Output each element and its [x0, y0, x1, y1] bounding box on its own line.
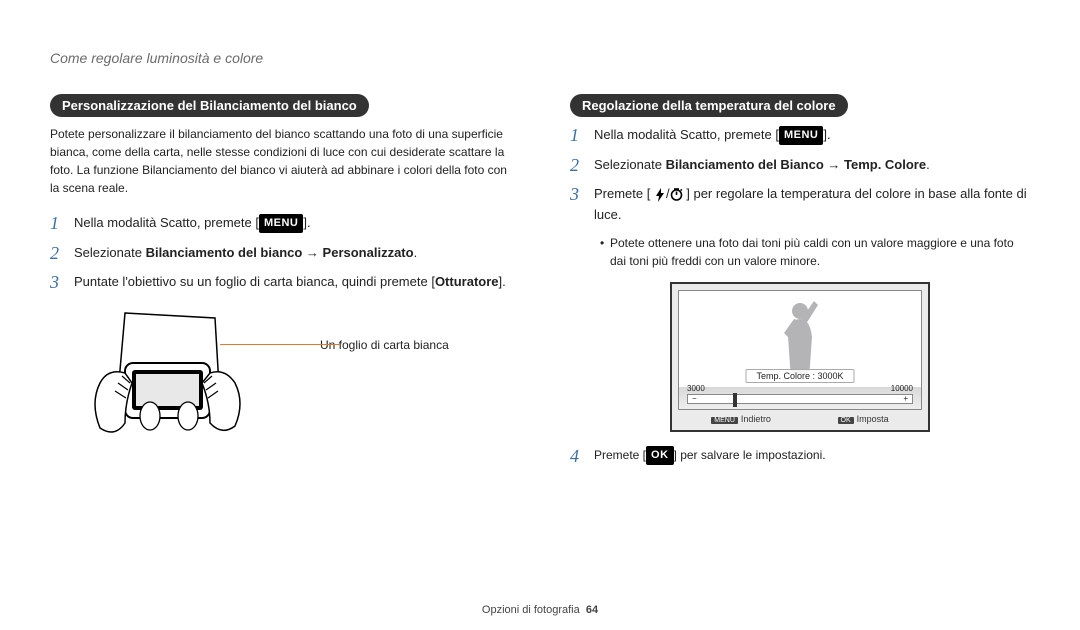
step-text: Nella modalità Scatto, premete [MENU].	[594, 125, 831, 146]
footer-section: Opzioni di fotografia	[482, 604, 580, 616]
lcd-slider-labels: 3000 10000	[687, 384, 913, 393]
step-text: Selezionate Bilanciamento del Bianco → T…	[594, 155, 930, 176]
flash-icon	[654, 188, 666, 202]
right-step-2: 2 Selezionate Bilanciamento del Bianco →…	[570, 155, 1030, 177]
step-number: 2	[50, 243, 64, 265]
step-number: 2	[570, 155, 584, 177]
right-step-3: 3 Premete [ / ] per regolare la temperat…	[570, 184, 1030, 226]
step-text: Nella modalità Scatto, premete [MENU].	[74, 213, 311, 234]
page-header: Come regolare luminosità e colore	[50, 50, 1030, 66]
two-column-layout: Personalizzazione del Bilanciamento del …	[50, 94, 1030, 475]
step-number: 4	[570, 446, 584, 468]
step-text: Premete [ / ] per regolare la temperatur…	[594, 184, 1030, 226]
footer-page-number: 64	[586, 604, 598, 616]
step-number: 1	[50, 213, 64, 235]
person-silhouette-icon	[770, 297, 830, 377]
lcd-slider-handle	[733, 393, 737, 407]
left-step-1: 1 Nella modalità Scatto, premete [MENU].	[50, 213, 510, 235]
right-step-1: 1 Nella modalità Scatto, premete [MENU].	[570, 125, 1030, 147]
step-text: Premete [OK] per salvare le impostazioni…	[594, 446, 826, 466]
left-step-2: 2 Selezionate Bilanciamento del bianco →…	[50, 243, 510, 265]
lcd-screen: Temp. Colore : 3000K 3000 10000 − +	[678, 290, 922, 410]
lcd-temp-label: Temp. Colore : 3000K	[745, 369, 854, 383]
ok-tag: OK	[838, 417, 854, 424]
step-number: 3	[50, 272, 64, 294]
camera-lcd-preview: Temp. Colore : 3000K 3000 10000 − +	[670, 282, 930, 432]
right-section-title: Regolazione della temperatura del colore	[570, 94, 848, 117]
right-column: Regolazione della temperatura del colore…	[570, 94, 1030, 475]
page-footer: Opzioni di fotografia 64	[0, 604, 1080, 616]
ok-icon: OK	[646, 446, 674, 466]
slider-minus: −	[692, 394, 697, 403]
step-number: 1	[570, 125, 584, 147]
lcd-set: OKImposta	[838, 414, 889, 424]
left-intro-text: Potete personalizzare il bilanciamento d…	[50, 125, 510, 197]
step-number: 3	[570, 184, 584, 206]
slider-plus: +	[903, 394, 908, 403]
step-text: Puntate l'obiettivo su un foglio di cart…	[74, 272, 506, 293]
slider-max: 10000	[891, 384, 913, 393]
right-step-3-note: Potete ottenere una foto dai toni più ca…	[600, 234, 1030, 270]
leader-line	[220, 344, 340, 345]
menu-icon: MENU	[259, 214, 303, 234]
slider-min: 3000	[687, 384, 705, 393]
lcd-footer: MENUIndietro OKImposta	[678, 410, 922, 424]
hands-camera-illustration	[70, 308, 250, 458]
step-text: Selezionate Bilanciamento del bianco → P…	[74, 243, 417, 264]
timer-icon	[670, 188, 683, 201]
left-figure: Un foglio di carta bianca	[70, 308, 510, 458]
menu-tag: MENU	[711, 417, 738, 424]
left-step-3: 3 Puntate l'obiettivo su un foglio di ca…	[50, 272, 510, 294]
right-step-4: 4 Premete [OK] per salvare le impostazio…	[570, 446, 1030, 468]
menu-icon: MENU	[779, 126, 823, 146]
lcd-slider-track: − +	[687, 394, 913, 404]
page: Come regolare luminosità e colore Person…	[0, 0, 1080, 630]
lcd-back: MENUIndietro	[711, 414, 771, 424]
left-column: Personalizzazione del Bilanciamento del …	[50, 94, 510, 475]
figure-caption: Un foglio di carta bianca	[320, 338, 449, 352]
left-section-title: Personalizzazione del Bilanciamento del …	[50, 94, 369, 117]
lcd-slider: 3000 10000 − +	[687, 384, 913, 404]
